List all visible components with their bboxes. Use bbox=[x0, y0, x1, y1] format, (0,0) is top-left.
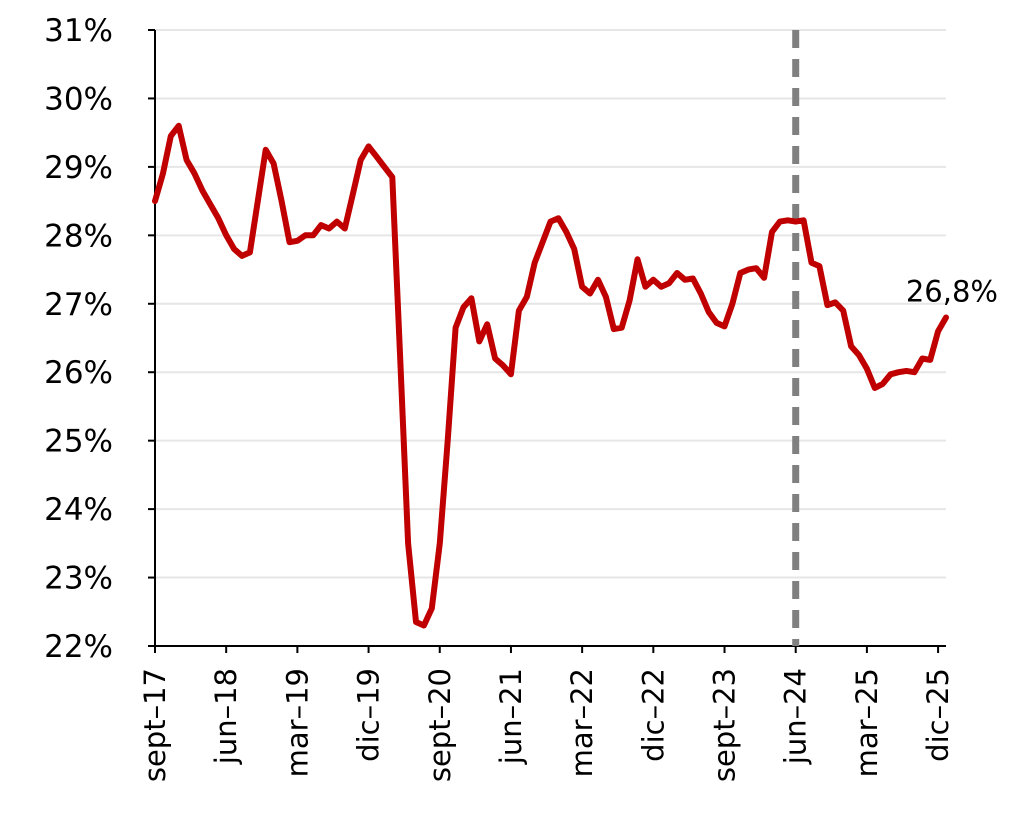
x-tick-label: sept–17 bbox=[138, 668, 172, 782]
axes bbox=[148, 29, 946, 653]
x-tick-label: mar–22 bbox=[565, 668, 599, 777]
x-tick-label: jun–21 bbox=[494, 668, 528, 765]
y-tick-label: 24% bbox=[44, 492, 113, 528]
y-tick-label: 26% bbox=[44, 355, 113, 391]
end-value-label: 26,8% bbox=[906, 274, 998, 308]
x-tick-label: jun–18 bbox=[209, 668, 243, 765]
y-tick-label: 27% bbox=[44, 287, 113, 323]
x-tick-label: sept–23 bbox=[708, 668, 742, 782]
y-tick-label: 25% bbox=[44, 424, 113, 460]
y-tick-label: 30% bbox=[44, 81, 113, 117]
y-tick-label: 31% bbox=[44, 13, 113, 49]
x-tick-label: mar–25 bbox=[850, 668, 884, 777]
series-group bbox=[152, 122, 949, 629]
x-tick-label: dic–25 bbox=[921, 668, 955, 762]
x-tick-label: dic–19 bbox=[352, 668, 386, 762]
x-tick-label: sept–20 bbox=[423, 668, 457, 782]
x-tick-label: jun–24 bbox=[779, 668, 813, 765]
x-tick-label: dic–22 bbox=[636, 668, 670, 762]
y-tick-label: 29% bbox=[44, 150, 113, 186]
series-line bbox=[152, 122, 949, 629]
y-tick-label: 22% bbox=[44, 629, 113, 665]
x-tick-label: mar–19 bbox=[280, 668, 314, 777]
y-tick-label: 28% bbox=[44, 218, 113, 254]
y-tick-label: 23% bbox=[44, 561, 113, 597]
labels-group: 22% 23% 24% 25% 26% 27% 28% 29% 30% 31% sept–17 jun… bbox=[44, 13, 998, 782]
